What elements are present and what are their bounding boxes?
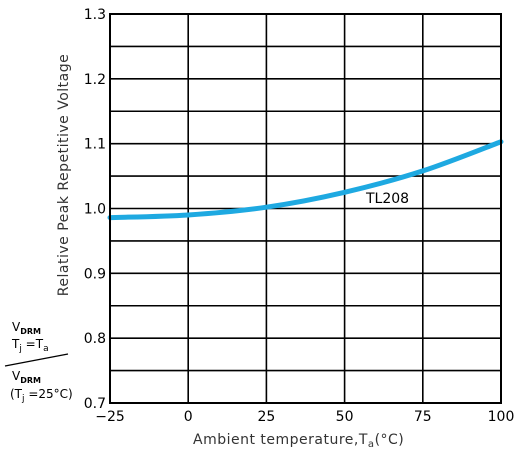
svg-text:(Tj =25°C): (Tj =25°C) [10,387,73,404]
fraction-bar [4,353,69,367]
svg-text:Tj =Ta: Tj =Ta [11,337,49,354]
tick-labels: −25 0 25 50 75 100 0.7 0.8 0.9 1.0 1.1 1.2 1.3 [84,7,515,425]
y-tick-label: 0.9 [84,266,106,282]
series [107,139,504,221]
grid [109,13,502,404]
y-tick-label: 1.2 [84,72,106,88]
x-tick-label: 100 [488,409,515,425]
y-axis-label: Relative Peak Repetitive Voltage [56,54,72,296]
y-tick-label: 1.0 [84,202,106,218]
svg-text:VDRM: VDRM [12,320,41,336]
x-tick-label: −25 [95,409,125,425]
x-axis-label: Ambient temperature,Ta(°C) [193,432,404,450]
y-tick-label: 1.3 [84,7,106,23]
x-tick-label: 50 [336,409,354,425]
y-tick-label: 0.8 [84,331,106,347]
x-tick-label: 25 [257,409,275,425]
svg-text:VDRM: VDRM [12,369,41,385]
plot-frame [109,13,502,404]
x-tick-label: 0 [184,409,193,425]
side-formula: VDRM Tj =Ta VDRM (Tj =25°C) [4,320,73,404]
x-tick-label: 75 [414,409,432,425]
y-tick-label: 1.1 [84,137,106,153]
series-line-tl208 [107,139,504,221]
y-tick-label: 0.7 [84,396,106,412]
series-label-tl208: TL208 [365,191,409,207]
